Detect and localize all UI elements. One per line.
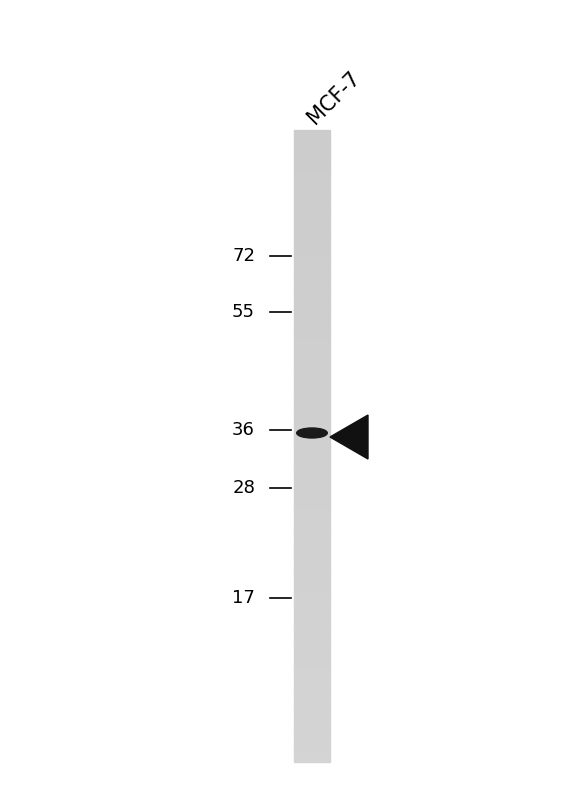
Text: MCF-7: MCF-7 xyxy=(304,68,364,128)
Bar xyxy=(294,435,330,446)
Bar xyxy=(294,741,330,752)
Bar xyxy=(294,298,330,310)
Bar xyxy=(294,478,330,489)
Bar xyxy=(294,141,330,151)
Bar xyxy=(294,319,330,330)
Bar xyxy=(294,351,330,362)
Bar xyxy=(294,551,330,562)
Bar xyxy=(294,341,330,352)
Bar xyxy=(294,604,330,615)
Bar xyxy=(294,404,330,415)
Bar xyxy=(294,425,330,436)
Bar xyxy=(294,688,330,699)
Bar xyxy=(294,583,330,594)
Text: 17: 17 xyxy=(232,589,255,607)
Text: 36: 36 xyxy=(232,421,255,439)
Bar xyxy=(294,309,330,320)
Bar xyxy=(294,488,330,499)
Bar xyxy=(294,235,330,246)
Bar xyxy=(294,678,330,689)
Bar xyxy=(294,573,330,583)
Bar xyxy=(294,246,330,257)
Polygon shape xyxy=(330,415,368,459)
Bar xyxy=(294,541,330,552)
Bar xyxy=(294,194,330,204)
Text: 72: 72 xyxy=(232,247,255,265)
Bar xyxy=(294,509,330,520)
Bar xyxy=(294,457,330,467)
Bar xyxy=(294,646,330,657)
Bar xyxy=(294,657,330,668)
Bar xyxy=(294,730,330,742)
Bar xyxy=(294,267,330,278)
Bar xyxy=(294,530,330,542)
Bar xyxy=(294,699,330,710)
Bar xyxy=(294,214,330,226)
Bar xyxy=(294,362,330,373)
Bar xyxy=(294,130,330,141)
Bar xyxy=(294,498,330,510)
Bar xyxy=(294,667,330,678)
Bar xyxy=(294,278,330,289)
Bar xyxy=(294,720,330,731)
Bar xyxy=(294,383,330,394)
Bar xyxy=(294,562,330,573)
Bar xyxy=(294,635,330,646)
Bar xyxy=(294,204,330,214)
Bar xyxy=(294,225,330,236)
Bar xyxy=(294,256,330,267)
Bar xyxy=(294,394,330,404)
Bar xyxy=(294,330,330,341)
Text: 55: 55 xyxy=(232,303,255,321)
Ellipse shape xyxy=(297,428,327,438)
Bar xyxy=(294,751,330,762)
Bar xyxy=(294,182,330,194)
Bar xyxy=(294,625,330,636)
Bar xyxy=(294,151,330,162)
Bar xyxy=(294,614,330,626)
Bar xyxy=(294,172,330,183)
Bar xyxy=(294,162,330,173)
Bar xyxy=(294,414,330,426)
Bar xyxy=(294,710,330,720)
Bar xyxy=(294,594,330,605)
Bar xyxy=(294,446,330,457)
Bar xyxy=(294,467,330,478)
Bar xyxy=(294,520,330,530)
Bar xyxy=(294,288,330,299)
Text: 28: 28 xyxy=(232,479,255,497)
Bar xyxy=(294,372,330,383)
